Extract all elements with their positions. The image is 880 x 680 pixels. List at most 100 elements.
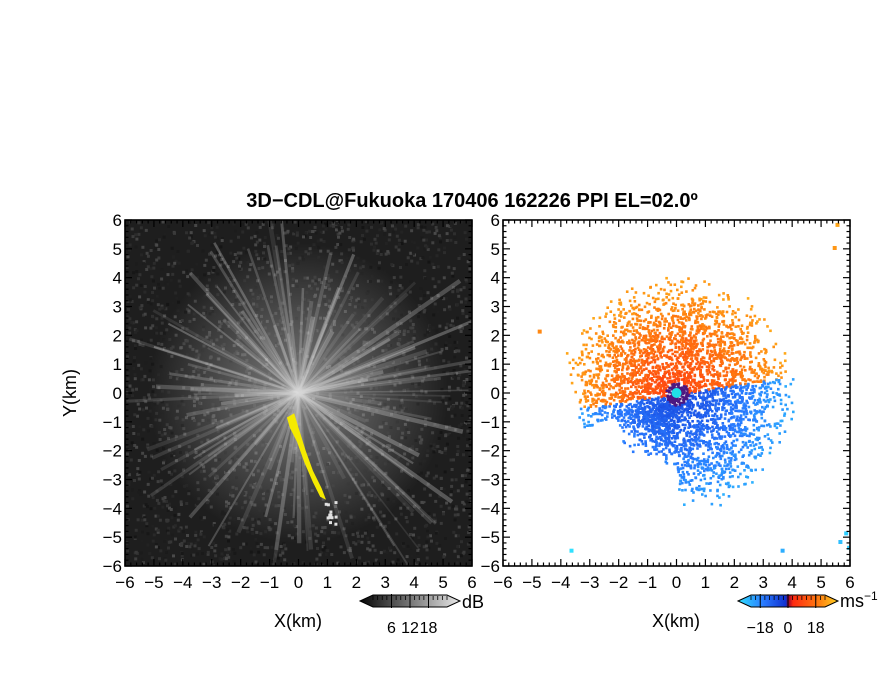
velocity-pixel	[671, 296, 675, 300]
noise-pixel	[128, 326, 132, 330]
noise-pixel	[383, 524, 387, 528]
noise-pixel	[466, 468, 470, 472]
velocity-pixel	[723, 352, 726, 356]
noise-pixel	[196, 244, 199, 247]
velocity-pixel	[660, 356, 663, 359]
velocity-pixel	[724, 426, 728, 430]
velocity-pixel	[691, 350, 694, 354]
velocity-pixel	[691, 405, 695, 409]
noise-pixel	[462, 393, 466, 397]
noise-pixel	[146, 543, 150, 547]
velocity-pixel	[607, 344, 611, 347]
velocity-pixel	[749, 355, 753, 358]
velocity-pixel	[620, 379, 623, 383]
velocity-pixel	[642, 336, 645, 340]
velocity-pixel	[700, 427, 704, 430]
noise-pixel	[366, 547, 370, 551]
velocity-pixel	[633, 362, 636, 366]
velocity-pixel	[727, 481, 730, 485]
noise-pixel	[370, 225, 373, 229]
velocity-pixel	[710, 430, 713, 433]
noise-pixel	[436, 310, 440, 314]
echo-streak	[280, 220, 300, 394]
noise-pixel	[144, 326, 148, 330]
noise-pixel	[146, 482, 150, 486]
noise-pixel	[425, 474, 429, 478]
noise-pixel	[131, 425, 135, 428]
velocity-pixel	[647, 385, 651, 388]
velocity-pixel	[636, 313, 639, 317]
velocity-pixel	[733, 469, 737, 472]
noise-pixel	[460, 474, 464, 478]
velocity-pixel	[690, 352, 694, 355]
noise-pixel	[409, 500, 413, 504]
velocity-pixel	[658, 365, 661, 368]
noise-pixel	[125, 447, 129, 451]
velocity-pixel	[723, 442, 726, 445]
noise-pixel	[126, 299, 130, 303]
velocity-pixel	[676, 466, 680, 469]
noise-pixel	[364, 220, 368, 224]
velocity-pixel	[690, 408, 694, 411]
echo-streak	[297, 392, 396, 547]
noise-pixel	[150, 476, 154, 480]
noise-pixel	[350, 542, 353, 546]
velocity-pixel	[734, 444, 737, 447]
noise-pixel	[135, 329, 139, 333]
velocity-pixel	[709, 359, 713, 363]
noise-pixel	[455, 561, 459, 565]
noise-pixel	[133, 535, 137, 539]
noise-pixel	[432, 513, 436, 517]
noise-pixel	[426, 535, 430, 539]
echo-streak	[187, 362, 299, 395]
noise-pixel	[249, 546, 253, 550]
velocity-pixel	[769, 329, 772, 333]
velocity-pixel	[661, 431, 664, 435]
velocity-pixel	[635, 388, 639, 392]
velocity-pixel	[681, 317, 685, 321]
velocity-pixel	[749, 351, 752, 354]
noise-pixel	[137, 339, 141, 343]
velocity-pixel	[743, 385, 746, 389]
noise-pixel	[131, 339, 135, 343]
noise-pixel	[367, 225, 371, 229]
noise-pixel	[321, 548, 325, 552]
echo-streak	[234, 391, 299, 397]
velocity-pixel	[688, 371, 692, 374]
velocity-pixel	[607, 363, 610, 366]
velocity-pixel	[731, 345, 734, 348]
noise-pixel	[220, 237, 224, 241]
noise-pixel	[242, 542, 246, 546]
velocity-pixel	[680, 378, 684, 381]
noise-pixel	[456, 545, 460, 549]
echo-streak	[253, 391, 300, 446]
velocity-pixel	[753, 380, 756, 383]
noise-pixel	[128, 384, 132, 388]
velocity-pixel	[668, 332, 671, 336]
noise-pixel	[165, 529, 169, 533]
echo-pixel	[324, 502, 328, 506]
noise-pixel	[168, 502, 172, 506]
noise-pixel	[385, 551, 389, 554]
noise-pixel	[339, 243, 343, 247]
velocity-pixel	[699, 325, 703, 329]
echo-streak	[153, 345, 299, 394]
velocity-pixel	[703, 477, 707, 481]
velocity-pixel	[699, 341, 703, 345]
velocity-pixel	[712, 414, 716, 418]
noise-pixel	[423, 308, 427, 312]
noise-pixel	[363, 531, 367, 535]
velocity-pixel	[763, 387, 767, 390]
velocity-pixel	[615, 403, 618, 406]
noise-pixel	[137, 432, 140, 436]
noise-pixel	[139, 367, 143, 371]
velocity-pixel	[683, 362, 687, 366]
noise-pixel	[448, 425, 452, 428]
echo-streak	[297, 390, 464, 434]
velocity-pixel	[584, 383, 588, 387]
noise-pixel	[361, 234, 364, 237]
noise-pixel	[128, 317, 132, 321]
right-heatmap-field	[537, 222, 850, 553]
noise-pixel	[450, 498, 454, 502]
noise-pixel	[444, 447, 448, 451]
